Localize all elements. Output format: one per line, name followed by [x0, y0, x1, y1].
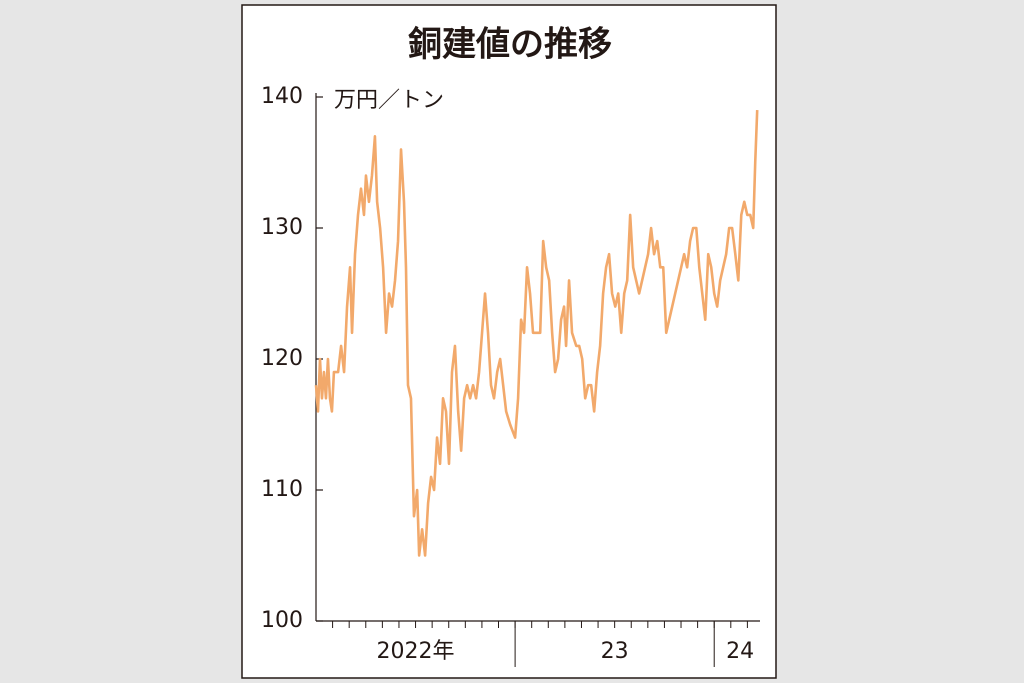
x-tick-label: 2022年 — [377, 639, 455, 664]
chart-panel — [241, 4, 777, 679]
y-tick-label: 140 — [261, 84, 303, 109]
chart-title: 銅建値の推移 — [408, 25, 612, 65]
x-tick-label: 23 — [601, 639, 629, 664]
y-tick-label: 130 — [261, 215, 303, 240]
y-tick-label: 110 — [261, 477, 303, 502]
price-line — [314, 110, 759, 557]
y-tick-label: 100 — [261, 608, 303, 633]
y-unit: 万円／トン — [334, 88, 444, 113]
x-tick-label: 24 — [726, 639, 754, 664]
y-tick-label: 120 — [261, 346, 303, 371]
